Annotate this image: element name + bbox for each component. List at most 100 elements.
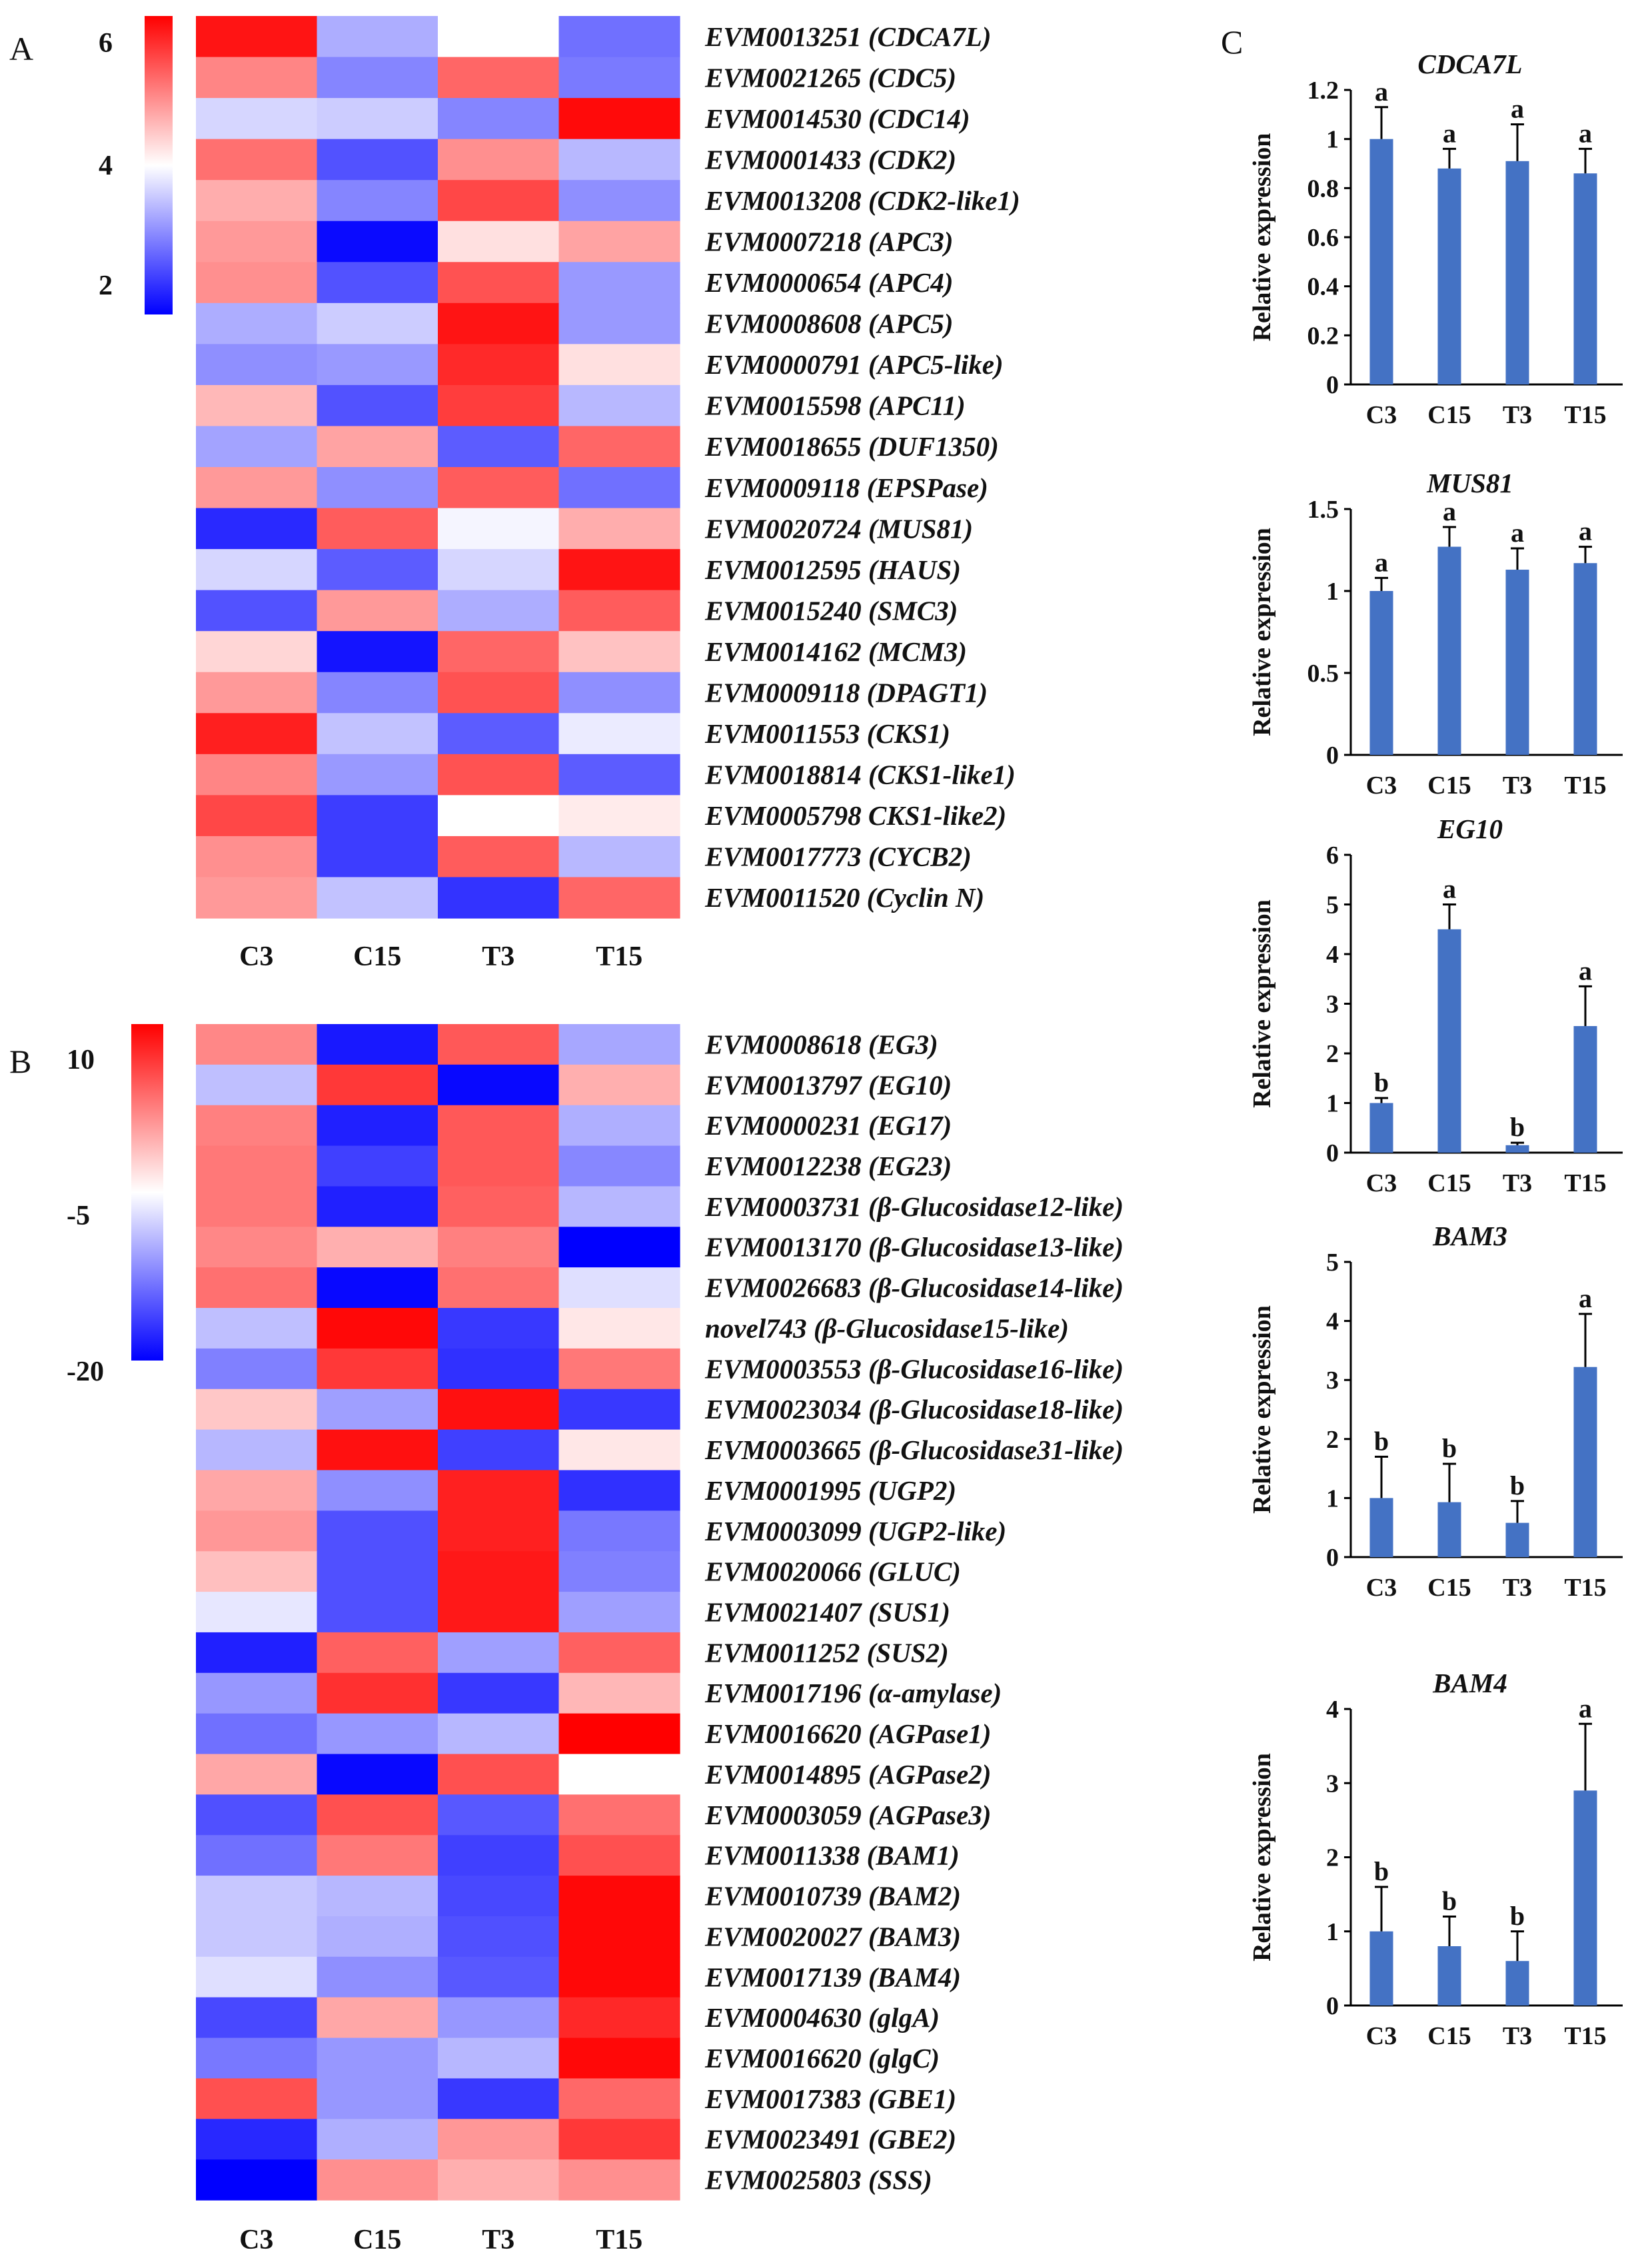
chart-title: CDCA7L bbox=[1417, 49, 1522, 79]
heatmap-a-cell bbox=[196, 467, 318, 509]
heatmap-b-cell bbox=[438, 1754, 560, 1795]
heatmap-a-cell bbox=[317, 877, 438, 919]
heatmap-b-cell bbox=[196, 1186, 318, 1227]
y-axis-label: Relative expression bbox=[1248, 1753, 1276, 1962]
heatmap-b-cell bbox=[558, 2037, 680, 2079]
bar-chart-cdca7l: 0 0.2 0.4 0.6 0.8 1 1.2 Relative expression CDCA… bbox=[1248, 49, 1623, 429]
heatmap-b-cell bbox=[438, 1348, 560, 1390]
heatmap-b-cell bbox=[438, 1956, 560, 1998]
heatmap-b-cell bbox=[196, 1064, 318, 1106]
significance-label: a bbox=[1443, 874, 1456, 904]
heatmap-a-cell bbox=[317, 16, 438, 58]
heatmap-a-cell bbox=[438, 344, 560, 386]
heatmap-a-cell bbox=[196, 139, 318, 181]
heatmap-a-cell bbox=[558, 16, 680, 58]
bar bbox=[1437, 168, 1461, 384]
heatmap-a-cell bbox=[558, 426, 680, 468]
heatmap-a-cell bbox=[317, 508, 438, 550]
panel-label-a: A bbox=[9, 30, 33, 67]
bar bbox=[1573, 1026, 1597, 1153]
bar bbox=[1505, 1961, 1529, 2005]
y-tick-label: 0.2 bbox=[1307, 322, 1339, 350]
heatmap-b-cell bbox=[196, 2078, 318, 2119]
heatmap-b-cell bbox=[196, 1389, 318, 1430]
y-tick-label: 2 bbox=[1326, 1040, 1339, 1068]
bar bbox=[1505, 1522, 1529, 1557]
heatmap-a-cell bbox=[558, 221, 680, 263]
heatmap-a-cell bbox=[196, 98, 318, 140]
x-tick-label: T3 bbox=[1503, 1169, 1532, 1197]
heatmap-b-cell bbox=[317, 1997, 438, 2039]
heatmap-b-cell bbox=[558, 2159, 680, 2201]
heatmap-b-row-label: EVM0026683 (β-Glucosidase14-like) bbox=[704, 1273, 1124, 1303]
heatmap-b-cell bbox=[438, 1389, 560, 1430]
heatmap-a-row-label: EVM0001433 (CDK2) bbox=[704, 144, 956, 175]
heatmap-b-cell bbox=[196, 1145, 318, 1187]
heatmap-b-row-label: EVM0017139 (BAM4) bbox=[704, 1962, 961, 1992]
heatmap-b-cell bbox=[558, 1429, 680, 1471]
heatmap-a-row-label: EVM0018655 (DUF1350) bbox=[704, 431, 999, 462]
heatmap-a-cell bbox=[438, 302, 560, 344]
heatmap-b-cell bbox=[317, 1024, 438, 1065]
heatmap-b-cell bbox=[196, 1267, 318, 1309]
heatmap-a-cell bbox=[438, 57, 560, 99]
heatmap-a-row-label: EVM0015598 (APC11) bbox=[704, 390, 966, 421]
heatmap-a-cell bbox=[317, 836, 438, 878]
heatmap-a-cell bbox=[196, 221, 318, 263]
heatmap-b-cell bbox=[438, 1551, 560, 1592]
heatmap-b-cell bbox=[558, 1592, 680, 1633]
heatmap-b-cell bbox=[438, 1632, 560, 1674]
significance-label: b bbox=[1374, 1426, 1389, 1456]
heatmap-b-cell bbox=[558, 1024, 680, 1065]
heatmap-b-cell bbox=[317, 2159, 438, 2201]
heatmap-b-row-label: EVM0013170 (β-Glucosidase13-like) bbox=[704, 1232, 1124, 1263]
significance-label: b bbox=[1374, 1067, 1389, 1097]
heatmap-a-cell bbox=[438, 836, 560, 878]
heatmap-a-cell bbox=[317, 98, 438, 140]
heatmap-b-column-label: C15 bbox=[353, 2225, 401, 2255]
x-tick-label: T15 bbox=[1564, 1169, 1606, 1197]
heatmap-a: EVM0013251 (CDCA7L) EVM0021265 (CDC5) EVM0… bbox=[196, 16, 1020, 972]
heatmap-b-row-label: EVM0000231 (EG17) bbox=[704, 1110, 952, 1141]
y-tick-label: 1 bbox=[1326, 1918, 1339, 1946]
heatmap-a-cell bbox=[317, 467, 438, 509]
heatmap-b-cell bbox=[438, 1794, 560, 1836]
heatmap-b-cell bbox=[317, 1389, 438, 1430]
heatmap-b-cell bbox=[196, 2159, 318, 2201]
heatmap-b-cell bbox=[196, 1713, 318, 1755]
bar bbox=[1573, 1790, 1597, 2005]
heatmap-a-cell bbox=[317, 590, 438, 632]
y-axis-label: Relative expression bbox=[1248, 528, 1276, 736]
heatmap-b-cell bbox=[317, 1754, 438, 1795]
heatmap-a-cell bbox=[558, 754, 680, 796]
y-axis-label: Relative expression bbox=[1248, 899, 1276, 1108]
heatmap-a-cell bbox=[317, 344, 438, 386]
heatmap-a-row-label: EVM0014162 (MCM3) bbox=[704, 636, 967, 667]
heatmap-b-row-label: EVM0020027 (BAM3) bbox=[704, 1921, 961, 1952]
heatmap-a-cell bbox=[438, 221, 560, 263]
heatmap-b-cell bbox=[558, 1145, 680, 1187]
y-tick-label: 0 bbox=[1326, 1992, 1339, 2020]
y-tick-label: 5 bbox=[1326, 891, 1339, 919]
heatmap-a-column-label: T3 bbox=[482, 941, 514, 972]
bar bbox=[1505, 1145, 1529, 1153]
chart-title: BAM4 bbox=[1432, 1668, 1507, 1698]
y-tick-label: 0 bbox=[1326, 742, 1339, 770]
y-tick-label: 0 bbox=[1326, 1139, 1339, 1167]
heatmap-a-cell bbox=[317, 180, 438, 222]
heatmap-a-cell bbox=[317, 57, 438, 99]
x-tick-label: T3 bbox=[1503, 1574, 1532, 1602]
heatmap-b-row-label: EVM0014895 (AGPase2) bbox=[704, 1759, 991, 1790]
heatmap-b-cell bbox=[317, 1632, 438, 1674]
significance-label: b bbox=[1510, 1470, 1525, 1500]
heatmap-b-cell bbox=[558, 1632, 680, 1674]
heatmap-b-row-label: EVM0021407 (SUS1) bbox=[704, 1597, 950, 1628]
heatmap-a-column-label: C15 bbox=[353, 941, 401, 972]
heatmap-b-cell bbox=[317, 1429, 438, 1471]
heatmap-b-cell bbox=[317, 2078, 438, 2119]
heatmap-b-cell bbox=[438, 1470, 560, 1511]
x-tick-label: C3 bbox=[1366, 1169, 1397, 1197]
heatmap-b-row-label: EVM0003099 (UGP2-like) bbox=[704, 1516, 1006, 1546]
heatmap-b-cell bbox=[196, 1672, 318, 1714]
heatmap-b-cell bbox=[558, 1672, 680, 1714]
